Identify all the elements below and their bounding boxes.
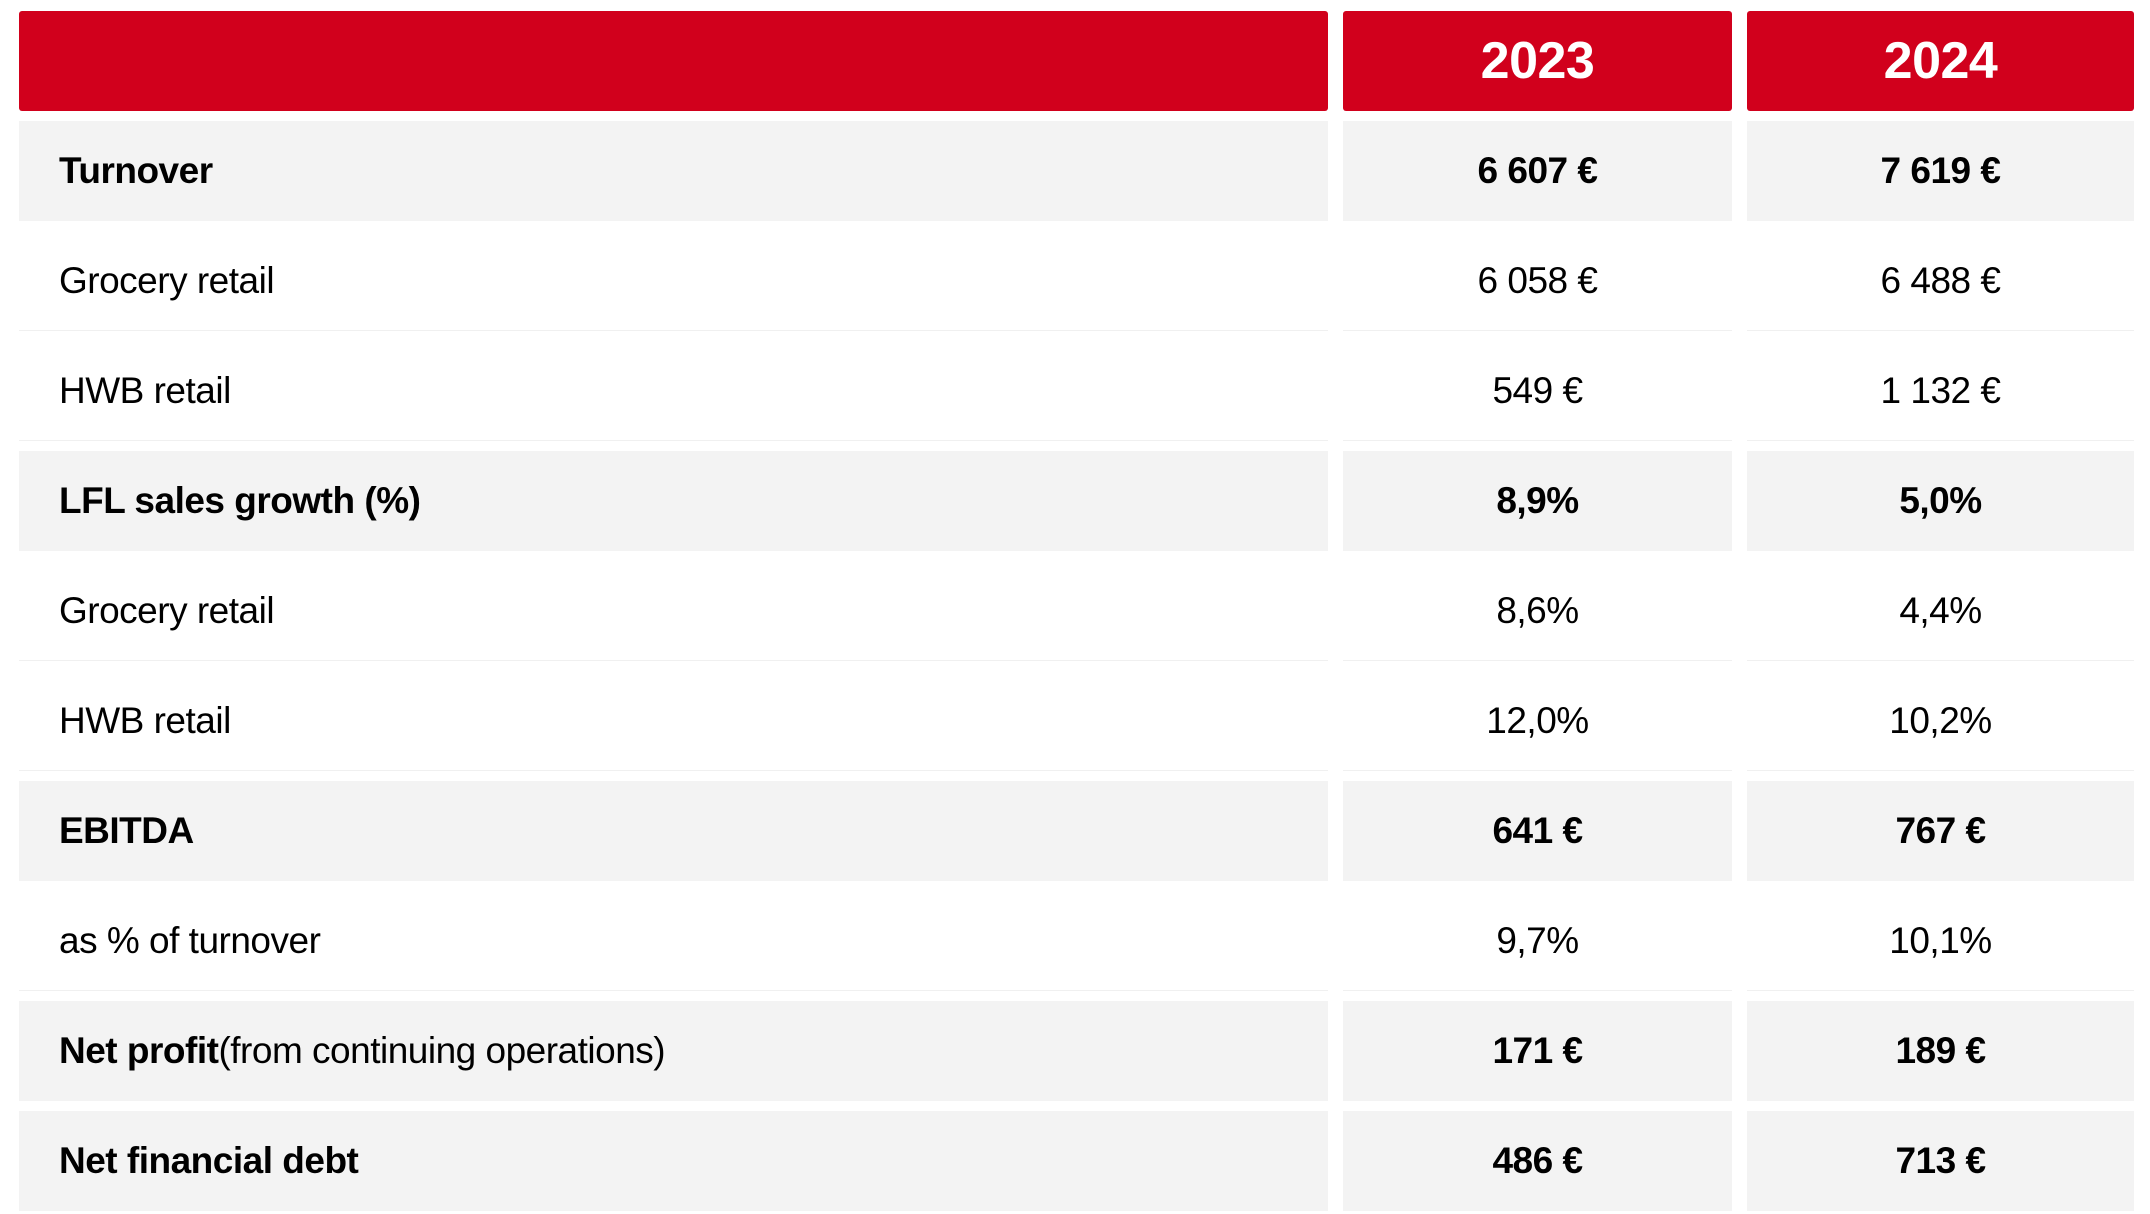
table-row: LFL sales growth (%) 8,9% 5,0% — [19, 451, 2134, 551]
row-label: as % of turnover — [19, 891, 1328, 991]
row-value-2023: 8,9% — [1343, 451, 1732, 551]
table-row: Net profit (from continuing operations) … — [19, 1001, 2134, 1101]
table-row: HWB retail 12,0% 10,2% — [19, 671, 2134, 771]
row-value-2024: 4,4% — [1747, 561, 2134, 661]
row-label: HWB retail — [19, 671, 1328, 771]
header-year-2023: 2023 — [1343, 11, 1732, 111]
row-label: Grocery retail — [19, 231, 1328, 331]
row-label: LFL sales growth (%) — [19, 451, 1328, 551]
header-label-cell — [19, 11, 1328, 111]
table-row: Net financial debt 486 € 713 € — [19, 1111, 2134, 1211]
table-header-row: 2023 2024 — [19, 11, 2134, 111]
header-year-2024: 2024 — [1747, 11, 2134, 111]
row-value-2023: 549 € — [1343, 341, 1732, 441]
row-label: Turnover — [19, 121, 1328, 221]
row-label: Net financial debt — [19, 1111, 1328, 1211]
row-value-2023: 486 € — [1343, 1111, 1732, 1211]
table-row: Turnover 6 607 € 7 619 € — [19, 121, 2134, 221]
row-value-2024: 10,1% — [1747, 891, 2134, 991]
row-value-2024: 767 € — [1747, 781, 2134, 881]
row-value-2023: 6 058 € — [1343, 231, 1732, 331]
table-row: HWB retail 549 € 1 132 € — [19, 341, 2134, 441]
row-value-2024: 7 619 € — [1747, 121, 2134, 221]
row-label: EBITDA — [19, 781, 1328, 881]
row-value-2024: 713 € — [1747, 1111, 2134, 1211]
table-row: Grocery retail 8,6% 4,4% — [19, 561, 2134, 661]
row-value-2023: 12,0% — [1343, 671, 1732, 771]
row-value-2024: 10,2% — [1747, 671, 2134, 771]
row-value-2023: 171 € — [1343, 1001, 1732, 1101]
row-value-2024: 5,0% — [1747, 451, 2134, 551]
table-row: Grocery retail 6 058 € 6 488 € — [19, 231, 2134, 331]
table-row: as % of turnover 9,7% 10,1% — [19, 891, 2134, 991]
row-value-2023: 9,7% — [1343, 891, 1732, 991]
row-label: HWB retail — [19, 341, 1328, 441]
row-label: Grocery retail — [19, 561, 1328, 661]
row-value-2023: 6 607 € — [1343, 121, 1732, 221]
row-value-2024: 189 € — [1747, 1001, 2134, 1101]
row-value-2024: 1 132 € — [1747, 341, 2134, 441]
table-row: EBITDA 641 € 767 € — [19, 781, 2134, 881]
row-value-2024: 6 488 € — [1747, 231, 2134, 331]
row-value-2023: 8,6% — [1343, 561, 1732, 661]
row-value-2023: 641 € — [1343, 781, 1732, 881]
row-label: Net profit (from continuing operations) — [19, 1001, 1328, 1101]
